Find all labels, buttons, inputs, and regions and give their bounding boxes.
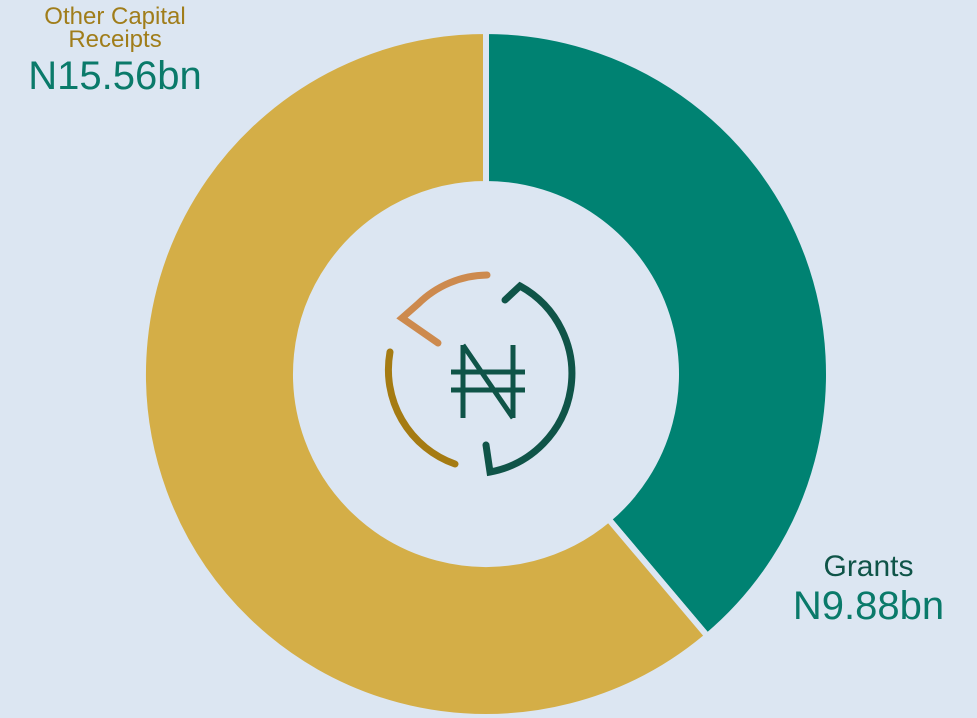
slice [483,27,832,641]
label-group: Other Capital Receipts N15.56bn [0,3,230,98]
slice-name: Grants [823,550,914,583]
slice-value-label: N15.56bn [28,53,202,98]
center-icon [384,271,576,477]
icon-arc [384,348,459,468]
naira-sign [451,343,525,420]
slice-value-label: N9.88bn [792,584,945,628]
icon-arc [482,281,576,477]
label-group: Grants N9.88bn [760,550,977,628]
slice [140,27,712,718]
icon-arc [396,271,491,347]
slice-name: Other Capital Receipts [44,3,186,53]
slices [140,27,832,718]
